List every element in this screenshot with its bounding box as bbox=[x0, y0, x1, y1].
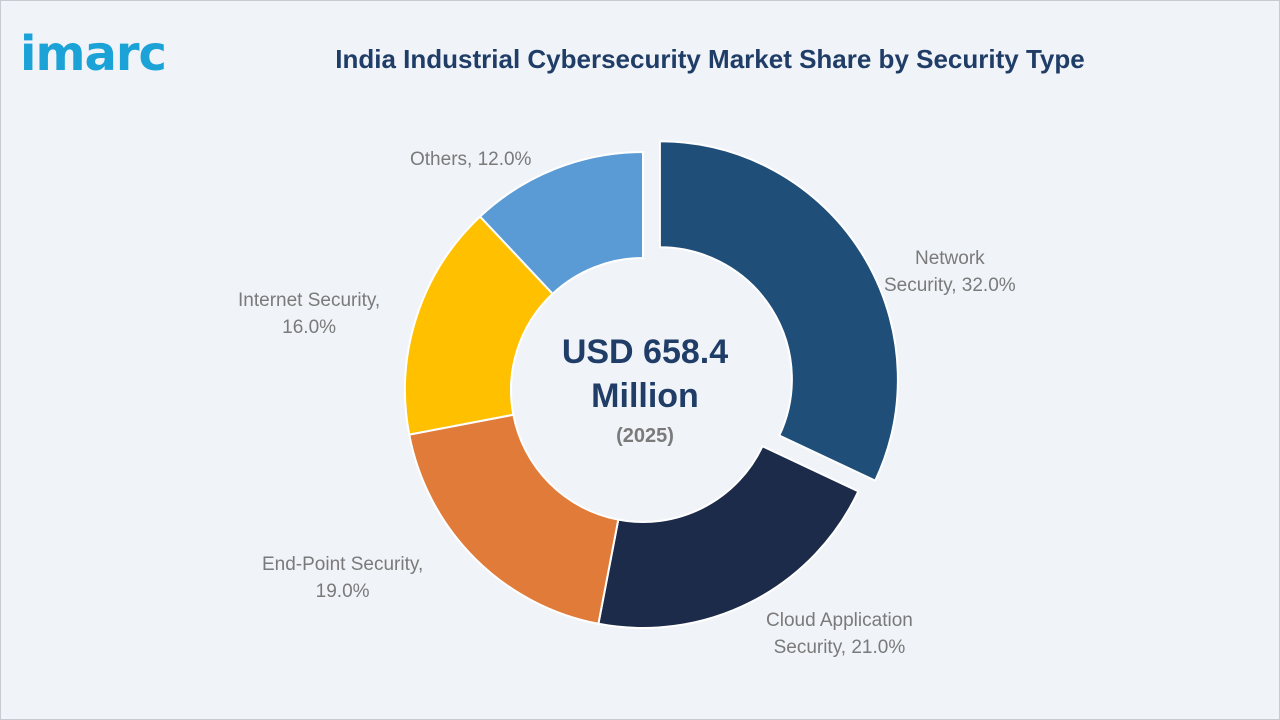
slice-network bbox=[658, 140, 899, 482]
center-value-line2: Million bbox=[591, 377, 699, 415]
slice-label-endpoint-line2: 19.0% bbox=[315, 581, 370, 602]
slice-label-others-line1: Others, 12.0% bbox=[410, 149, 532, 170]
slice-label-network-line1: Network bbox=[914, 248, 985, 269]
slice-label-internet-line2: 16.0% bbox=[282, 317, 337, 338]
slice-label-cloud-line1: Cloud Application bbox=[766, 610, 913, 631]
center-value-line1: USD 658.4 bbox=[561, 333, 729, 371]
slice-others bbox=[478, 150, 644, 296]
slice-label-endpoint-line1: End-Point Security, bbox=[262, 554, 424, 575]
slice-label-network-line2: Security, 32.0% bbox=[884, 275, 1016, 296]
slice-label-internet: Internet Security, 16.0% bbox=[238, 287, 380, 341]
center-year: (2025) bbox=[616, 425, 674, 447]
imarc-logo: imarc bbox=[20, 26, 167, 82]
slice-internet bbox=[404, 215, 555, 436]
slice-end-point bbox=[408, 413, 620, 625]
center-total-value: USD 658.4 Million bbox=[500, 330, 790, 418]
slice-label-network: Network Security, 32.0% bbox=[884, 245, 1016, 299]
slice-label-cloud-application: Cloud Application Security, 21.0% bbox=[766, 607, 913, 661]
slice-label-end-point: End-Point Security, 19.0% bbox=[262, 551, 423, 605]
slice-label-cloud-line2: Security, 21.0% bbox=[773, 637, 906, 658]
chart-title: India Industrial Cybersecurity Market Sh… bbox=[335, 44, 1085, 74]
slice-label-others: Others, 12.0% bbox=[410, 146, 531, 173]
slice-label-internet-line1: Internet Security, bbox=[238, 290, 381, 311]
slice-cloud-application bbox=[597, 444, 860, 629]
